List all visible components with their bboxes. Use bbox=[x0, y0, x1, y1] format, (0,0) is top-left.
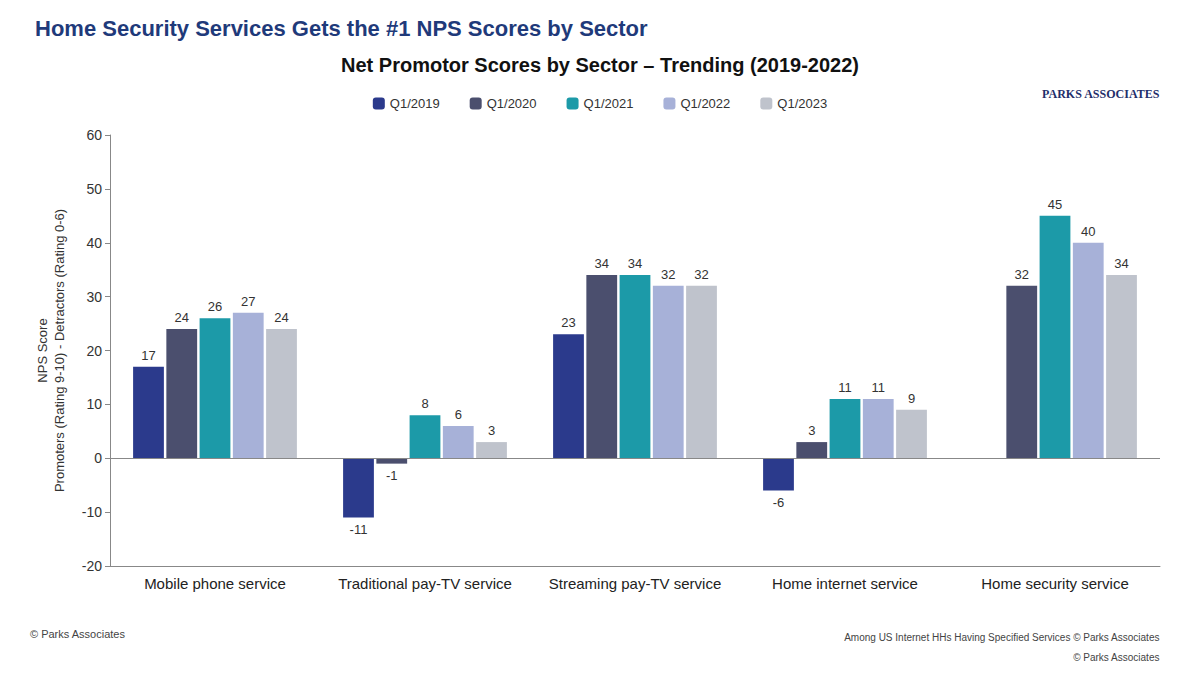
svg-text:34: 34 bbox=[595, 256, 609, 271]
svg-text:26: 26 bbox=[208, 299, 222, 314]
svg-text:11: 11 bbox=[872, 380, 886, 395]
svg-text:Home Security Services Gets th: Home Security Services Gets the #1 NPS S… bbox=[35, 16, 648, 41]
svg-text:32: 32 bbox=[1015, 267, 1029, 282]
svg-text:-6: -6 bbox=[773, 495, 785, 510]
svg-text:10: 10 bbox=[86, 396, 102, 412]
svg-text:24: 24 bbox=[175, 310, 189, 325]
svg-text:Among US Internet HHs Having S: Among US Internet HHs Having Specified S… bbox=[844, 632, 1159, 643]
svg-text:Mobile phone service: Mobile phone service bbox=[144, 575, 286, 592]
svg-text:Q1/2023: Q1/2023 bbox=[777, 96, 827, 111]
svg-text:23: 23 bbox=[561, 315, 575, 330]
svg-text:45: 45 bbox=[1048, 197, 1062, 212]
svg-text:40: 40 bbox=[1081, 224, 1095, 239]
svg-text:17: 17 bbox=[141, 348, 155, 363]
svg-text:34: 34 bbox=[1114, 256, 1128, 271]
svg-text:9: 9 bbox=[908, 391, 915, 406]
svg-text:0: 0 bbox=[94, 450, 102, 466]
svg-text:30: 30 bbox=[86, 289, 102, 305]
svg-text:11: 11 bbox=[838, 380, 852, 395]
svg-text:Q1/2020: Q1/2020 bbox=[487, 96, 537, 111]
svg-text:-20: -20 bbox=[82, 558, 102, 574]
svg-text:Traditional pay-TV service: Traditional pay-TV service bbox=[338, 575, 512, 592]
svg-text:-11: -11 bbox=[350, 522, 368, 537]
svg-text:Q1/2019: Q1/2019 bbox=[390, 96, 440, 111]
svg-text:24: 24 bbox=[274, 310, 288, 325]
svg-text:PARKS ASSOCIATES: PARKS ASSOCIATES bbox=[1042, 87, 1160, 101]
svg-text:6: 6 bbox=[455, 407, 462, 422]
svg-text:32: 32 bbox=[661, 267, 675, 282]
svg-text:Home security service: Home security service bbox=[981, 575, 1129, 592]
svg-text:NPS Score: NPS Score bbox=[35, 318, 50, 382]
svg-text:40: 40 bbox=[86, 235, 102, 251]
svg-text:8: 8 bbox=[421, 396, 428, 411]
svg-text:-1: -1 bbox=[386, 468, 398, 483]
svg-text:32: 32 bbox=[694, 267, 708, 282]
svg-text:© Parks Associates: © Parks Associates bbox=[1073, 652, 1159, 663]
svg-text:60: 60 bbox=[86, 127, 102, 143]
svg-text:Q1/2022: Q1/2022 bbox=[680, 96, 730, 111]
svg-text:-10: -10 bbox=[82, 504, 102, 520]
svg-text:3: 3 bbox=[808, 423, 815, 438]
svg-text:20: 20 bbox=[86, 343, 102, 359]
svg-text:Streaming pay-TV service: Streaming pay-TV service bbox=[549, 575, 722, 592]
svg-text:Home internet service: Home internet service bbox=[772, 575, 918, 592]
svg-text:50: 50 bbox=[86, 181, 102, 197]
svg-text:3: 3 bbox=[488, 423, 495, 438]
svg-text:Net Promotor Scores by Sector: Net Promotor Scores by Sector – Trending… bbox=[341, 54, 859, 76]
svg-text:27: 27 bbox=[241, 294, 255, 309]
svg-text:Promoters (Rating 9-10) - Detr: Promoters (Rating 9-10) - Detractors (Ra… bbox=[52, 209, 67, 492]
svg-text:Q1/2021: Q1/2021 bbox=[584, 96, 634, 111]
svg-text:© Parks Associates: © Parks Associates bbox=[30, 628, 125, 640]
svg-text:34: 34 bbox=[628, 256, 642, 271]
